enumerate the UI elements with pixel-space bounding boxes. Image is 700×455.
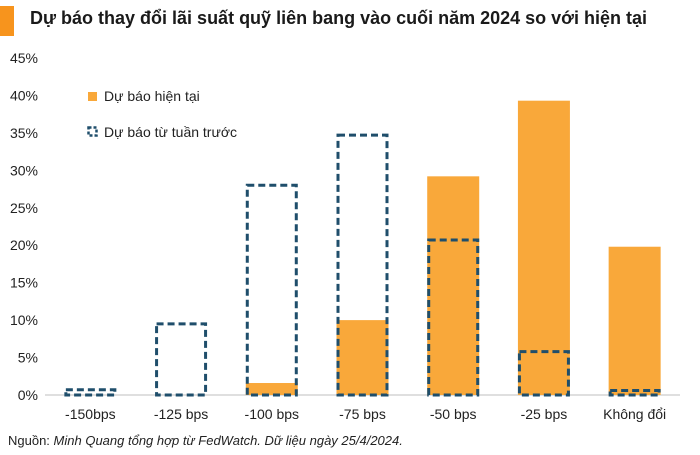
x-tick-label: -150bps bbox=[65, 406, 116, 422]
y-tick-label: 30% bbox=[10, 162, 38, 178]
bar-previous-outline bbox=[64, 388, 117, 397]
source-note: Nguồn: Minh Quang tổng hợp từ FedWatch. … bbox=[8, 433, 403, 448]
x-tick-label: Không đổi bbox=[603, 406, 666, 422]
bar-current bbox=[427, 176, 480, 395]
bar-previous-outline bbox=[155, 322, 208, 397]
bar-previous-outline bbox=[608, 389, 661, 397]
x-tick-label: -75 bps bbox=[339, 406, 386, 422]
bar-previous-outline bbox=[517, 350, 570, 397]
y-tick-label: 40% bbox=[10, 87, 38, 103]
y-tick-label: 45% bbox=[10, 50, 38, 66]
bar-chart: 0% 5% 10% 15% 20% 25% 30% 35% 40% 45% -150bps -125 … bbox=[10, 50, 680, 422]
bar-current bbox=[517, 100, 570, 395]
page-title: Dự báo thay đổi lãi suất quỹ liên bang v… bbox=[30, 8, 647, 28]
legend-label-previous: Dự báo từ tuần trước bbox=[104, 124, 237, 140]
legend-swatch-current bbox=[88, 92, 97, 101]
legend-label-current: Dự báo hiện tại bbox=[104, 88, 200, 104]
bar-previous-outline bbox=[427, 238, 480, 397]
y-tick-label: 15% bbox=[10, 275, 38, 291]
bar-current bbox=[336, 320, 389, 395]
y-tick-label: 25% bbox=[10, 200, 38, 216]
bar-previous-outline bbox=[245, 183, 298, 397]
source-body: Minh Quang tổng hợp từ FedWatch. Dữ liệu… bbox=[53, 433, 403, 448]
x-tick-label: -50 bps bbox=[430, 406, 477, 422]
source-prefix: Nguồn: bbox=[8, 433, 54, 448]
bar-previous-outline bbox=[336, 133, 389, 397]
title-area: Dự báo thay đổi lãi suất quỹ liên bang v… bbox=[0, 0, 700, 36]
legend-swatch-previous bbox=[87, 126, 98, 137]
bar-current bbox=[608, 246, 661, 395]
y-tick-label: 0% bbox=[18, 387, 38, 403]
x-tick-label: -100 bps bbox=[245, 406, 299, 422]
x-tick-label: -125 bps bbox=[154, 406, 208, 422]
bar-current bbox=[245, 383, 298, 395]
y-tick-label: 35% bbox=[10, 125, 38, 141]
y-tick-label: 20% bbox=[10, 237, 38, 253]
title-accent-bar bbox=[0, 6, 14, 36]
y-tick-label: 5% bbox=[18, 350, 38, 366]
x-tick-label: -25 bps bbox=[521, 406, 568, 422]
y-tick-label: 10% bbox=[10, 312, 38, 328]
